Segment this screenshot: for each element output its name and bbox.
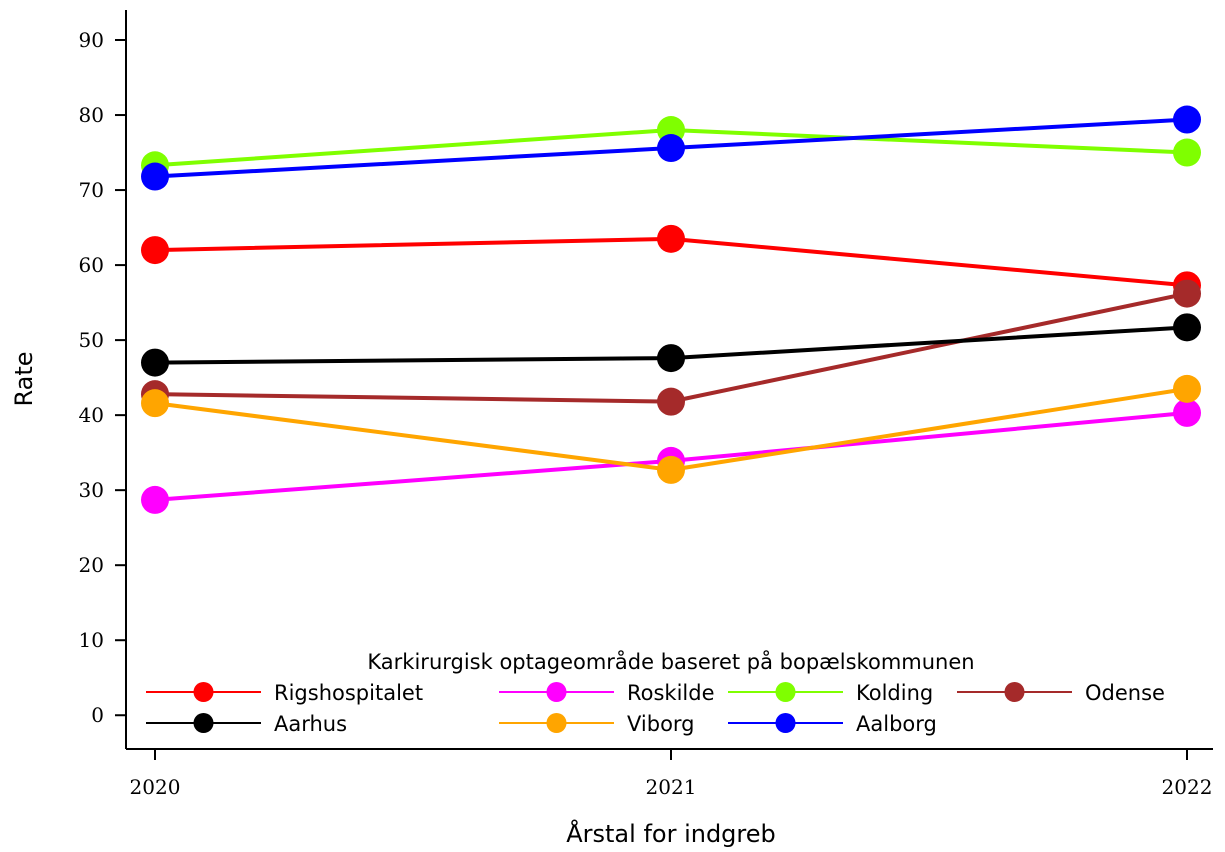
data-point-aalborg	[141, 162, 169, 191]
legend-items: Rigshospitalet Roskilde Kolding Odense Aarhu…	[146, 681, 1165, 736]
data-point-viborg	[657, 455, 685, 484]
data-point-viborg	[1173, 374, 1201, 403]
data-point-roskilde	[141, 485, 169, 514]
data-point-aalborg	[657, 134, 685, 163]
legend-label-odense: Odense	[1085, 681, 1165, 705]
y-tick-label: 30	[79, 478, 104, 502]
legend-title: Karkirurgisk optageområde baseret på bop…	[367, 649, 974, 674]
x-tick-label: 2021	[646, 775, 697, 799]
legend-label-aarhus: Aarhus	[274, 712, 347, 736]
data-point-kolding	[1173, 138, 1201, 167]
y-tick-label: 70	[79, 178, 104, 202]
y-tick-label: 20	[79, 553, 104, 577]
y-tick-label: 10	[79, 628, 104, 652]
legend-label-roskilde: Roskilde	[627, 681, 715, 705]
y-tick-label: 90	[79, 28, 104, 52]
data-point-rigshospitalet	[657, 224, 685, 253]
legend-marker-aarhus	[193, 713, 214, 733]
y-tick-label: 80	[79, 103, 104, 127]
legend-label-rigshospitalet: Rigshospitalet	[274, 681, 423, 705]
y-tick-label: 0	[91, 703, 104, 727]
x-tick-label: 2022	[1162, 775, 1213, 799]
x-axis-title: Årstal for indgreb	[566, 819, 776, 848]
data-point-viborg	[141, 389, 169, 418]
legend-marker-roskilde	[546, 682, 567, 702]
legend-marker-kolding	[775, 682, 796, 702]
x-ticks: 2020 2021 2022	[130, 749, 1213, 799]
legend-marker-viborg	[546, 713, 567, 733]
x-tick-label: 2020	[130, 775, 181, 799]
data-point-odense	[657, 387, 685, 416]
data-point-roskilde	[1173, 398, 1201, 427]
data-point-aarhus	[657, 344, 685, 373]
legend: Karkirurgisk optageområde baseret på bop…	[146, 649, 1165, 736]
y-tick-label: 40	[79, 403, 104, 427]
legend-label-aalborg: Aalborg	[856, 712, 937, 736]
legend-label-viborg: Viborg	[627, 712, 695, 736]
data-point-odense	[1173, 279, 1201, 308]
series-lines	[154, 117, 1188, 502]
y-axis-title: Rate	[10, 351, 38, 406]
data-point-aarhus	[1173, 313, 1201, 342]
y-tick-label: 50	[79, 328, 104, 352]
data-point-rigshospitalet	[141, 236, 169, 265]
legend-marker-aalborg	[775, 713, 796, 733]
y-tick-label: 60	[79, 253, 104, 277]
data-point-aarhus	[141, 348, 169, 377]
legend-marker-rigshospitalet	[193, 682, 214, 702]
axes	[125, 10, 1213, 750]
data-point-aalborg	[1173, 105, 1201, 134]
legend-label-kolding: Kolding	[856, 681, 933, 705]
y-ticks: 0 10 20 30 40 50 60 70 80 90	[79, 28, 126, 727]
legend-marker-odense	[1004, 682, 1025, 702]
series-points	[141, 105, 1201, 514]
